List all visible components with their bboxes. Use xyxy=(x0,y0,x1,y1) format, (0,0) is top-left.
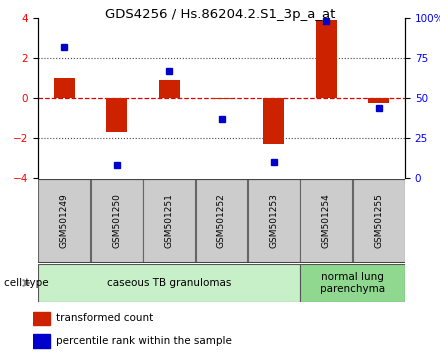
Bar xyxy=(33,312,50,325)
Text: GDS4256 / Hs.86204.2.S1_3p_a_at: GDS4256 / Hs.86204.2.S1_3p_a_at xyxy=(105,8,335,21)
Text: cell type: cell type xyxy=(4,278,49,288)
Bar xyxy=(211,98,232,99)
Bar xyxy=(54,78,75,98)
Text: GSM501253: GSM501253 xyxy=(269,194,279,249)
Bar xyxy=(38,179,90,263)
Text: percentile rank within the sample: percentile rank within the sample xyxy=(56,336,232,346)
Text: transformed count: transformed count xyxy=(56,313,153,323)
Bar xyxy=(368,98,389,103)
Bar xyxy=(301,264,405,302)
Bar xyxy=(195,179,247,263)
Text: GSM501249: GSM501249 xyxy=(60,194,69,249)
Text: normal lung
parenchyma: normal lung parenchyma xyxy=(320,272,385,294)
Bar xyxy=(91,179,143,263)
Bar xyxy=(248,179,300,263)
Bar xyxy=(301,179,352,263)
Text: GSM501252: GSM501252 xyxy=(217,194,226,249)
Bar xyxy=(106,98,127,132)
Text: GSM501250: GSM501250 xyxy=(112,194,121,249)
Bar xyxy=(264,98,284,144)
Bar xyxy=(353,179,405,263)
Bar xyxy=(316,20,337,98)
Text: GSM501255: GSM501255 xyxy=(374,194,383,249)
Text: caseous TB granulomas: caseous TB granulomas xyxy=(107,278,231,288)
Text: GSM501251: GSM501251 xyxy=(165,194,173,249)
Bar xyxy=(158,80,180,98)
Bar xyxy=(38,264,300,302)
Text: GSM501254: GSM501254 xyxy=(322,194,331,249)
Bar xyxy=(33,334,50,348)
Bar xyxy=(143,179,195,263)
